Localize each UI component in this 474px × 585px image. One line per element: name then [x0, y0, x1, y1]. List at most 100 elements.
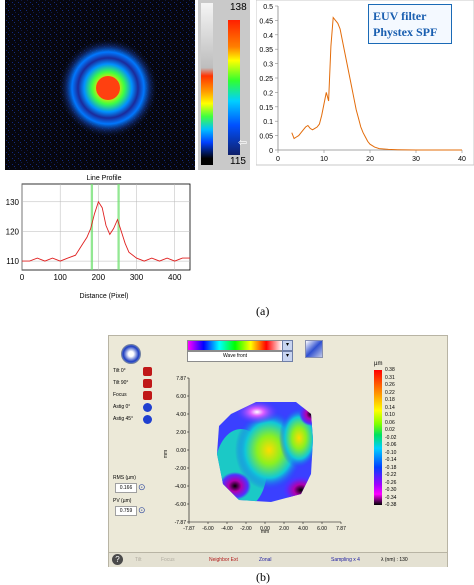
wf-x-tick-label: 2.00 [279, 526, 289, 532]
wf-colorbar-tick-label: 0.06 [385, 419, 395, 426]
chart2-x-tick-label: 200 [92, 273, 106, 282]
wf-x-axis-label: mm [261, 529, 269, 535]
colorbar-gradient [201, 3, 213, 165]
wf-colorbar [374, 370, 382, 505]
wf-colorbar-unit: µm [374, 361, 383, 367]
wf-colorbar-tick-label: 0.31 [385, 374, 395, 381]
status-sampling[interactable]: Sampling x 4 [331, 557, 360, 563]
zernike-term-label: Astig 0° [113, 404, 131, 410]
chart1-y-tick-label: 0.5 [263, 4, 273, 11]
wf-colorbar-tick-label: 0.22 [385, 389, 395, 396]
chart1-y-tick-label: 0.1 [263, 119, 273, 126]
chart2-y-tick-label: 130 [6, 198, 20, 207]
chart2-x-tick-label: 400 [168, 273, 182, 282]
wf-y-tick-label: -6.00 [175, 502, 187, 508]
chart2-y-tick-label: 120 [6, 227, 20, 236]
status-zonal[interactable]: Zonal [259, 557, 272, 563]
pv-zoom-icon[interactable]: ⊙ [138, 505, 146, 515]
wf-x-tick-label: -2.00 [240, 526, 252, 532]
wf-y-tick-label: -4.00 [175, 484, 187, 490]
chart1-x-tick-label: 40 [458, 156, 466, 163]
chart1-x-tick-label: 10 [320, 156, 328, 163]
chart2-y-tick-label: 110 [6, 257, 19, 266]
display-select-value: Wave front [223, 353, 247, 359]
status-tilt[interactable]: Tilt [135, 557, 142, 563]
zernike-term-label: Tilt 90° [113, 380, 129, 386]
wf-y-tick-label: 2.00 [176, 430, 186, 436]
wf-y-tick-label: 7.87 [176, 376, 186, 382]
colorbar-pointer-icon[interactable]: ⇦ [238, 137, 248, 149]
chart1-x-tick-label: 20 [366, 156, 374, 163]
wf-y-tick-label: 0.00 [176, 448, 186, 454]
wf-x-tick-label: 4.00 [298, 526, 308, 532]
wf-colorbar-tick-label: -0.18 [385, 464, 397, 471]
legend-line-1: EUV filter [373, 9, 427, 23]
chart2-x-tick-label: 0 [20, 273, 25, 282]
line-profile-xlabel: Distance (Pixel) [79, 293, 128, 300]
wf-colorbar-tick-label: 0.02 [385, 427, 395, 433]
status-bar: ? Tilt Focus Neighbor Ext Zonal Sampling… [109, 552, 447, 567]
status-focus[interactable]: Focus [161, 557, 175, 563]
colorbar-min-label: 115 [230, 156, 246, 167]
display-dropdown-icon[interactable]: ▾ [282, 351, 293, 362]
zernike-toggle-icon[interactable] [143, 379, 152, 388]
wf-colorbar-tick-label: -0.26 [385, 479, 397, 486]
zernike-term-label: Astig 45° [113, 416, 134, 422]
chart1-y-tick-label: 0.15 [259, 105, 273, 112]
zernike-toggle-icon[interactable] [143, 415, 152, 424]
colorbar-stretch [228, 20, 240, 155]
chart1-y-tick-label: 0.4 [263, 33, 273, 40]
zernike-term-label: Focus [113, 392, 127, 398]
rms-label: RMS (µm) [113, 475, 136, 481]
wf-y-tick-label: 4.00 [176, 412, 186, 418]
euv-beam-image [5, 0, 195, 170]
wf-colorbar-tick-label: 0.10 [385, 412, 395, 418]
chart1-y-tick-label: 0.05 [259, 134, 273, 141]
chart2-plot-frame [21, 183, 191, 271]
zernike-toggle-icon[interactable] [143, 367, 152, 376]
chart2-series-line [22, 200, 190, 262]
wf-colorbar-tick-label: -0.10 [385, 449, 397, 456]
3d-view-icon[interactable] [305, 340, 323, 358]
colormap-dropdown-icon[interactable]: ▾ [282, 340, 293, 351]
colorbar-max-label: 138 [230, 2, 247, 13]
wf-x-tick-label: 7.87 [336, 526, 346, 532]
wf-colorbar-tick-label: -0.06 [385, 442, 397, 448]
caption-a: (a) [256, 304, 270, 318]
wf-x-tick-label: -6.00 [202, 526, 214, 532]
chart2-roi-marker [90, 184, 94, 270]
chart2-x-tick-label: 100 [54, 273, 68, 282]
wavefront-mode-icon[interactable] [121, 344, 141, 364]
wf-colorbar-tick-label: 0.26 [385, 382, 395, 388]
wf-x-tick-label: 0.00 [260, 526, 270, 532]
legend-box: EUV filter Phystex SPF [368, 4, 452, 44]
display-select[interactable]: Wave front [187, 351, 283, 362]
help-icon[interactable]: ? [112, 554, 123, 565]
rms-zoom-icon[interactable]: ⊙ [138, 482, 146, 492]
wf-colorbar-tick-label: -0.22 [385, 472, 397, 478]
wf-colorbar-tick-label: -0.02 [385, 434, 397, 441]
line-profile-chart: Line Profile 110 120 130 0 100 200 300 400 Dist… [6, 175, 191, 300]
chart1-series-line [291, 16, 462, 151]
wf-x-tick-label: -7.87 [183, 526, 195, 532]
line-profile-title: Line Profile [86, 175, 121, 182]
zernike-toggle-icon[interactable] [143, 403, 152, 412]
rms-value-field: 0.166 [115, 483, 137, 493]
wf-x-tick-label: 6.00 [317, 526, 327, 532]
rms-value: 0.166 [119, 485, 133, 491]
status-lambda: λ (nm) : 130 [381, 557, 408, 563]
wavefront-map: -7.87 -6.00 -4.00 -2.00 0.00 2.00 4.00 6.00 7.87… [163, 376, 346, 535]
chart1-y-tick-label: 0.3 [263, 62, 273, 69]
wf-colorbar-tick-label: -0.34 [385, 494, 397, 501]
pv-label: PV (µm) [113, 498, 132, 504]
zernike-toggle-icon[interactable] [143, 391, 152, 400]
status-neighbor-ext[interactable]: Neighbor Ext [209, 557, 238, 563]
wf-y-tick-label: -2.00 [175, 466, 187, 472]
wf-colorbar-tick-label: -0.30 [385, 487, 397, 493]
wf-x-tick-label: -4.00 [221, 526, 233, 532]
beam-spot-render [5, 0, 195, 170]
wf-colorbar-tick-label: 0.14 [385, 404, 395, 411]
wf-colorbar-tick-label: 0.38 [385, 367, 395, 373]
wf-colorbar-tick-label: -0.14 [385, 457, 397, 463]
colormap-selector[interactable] [187, 340, 283, 351]
